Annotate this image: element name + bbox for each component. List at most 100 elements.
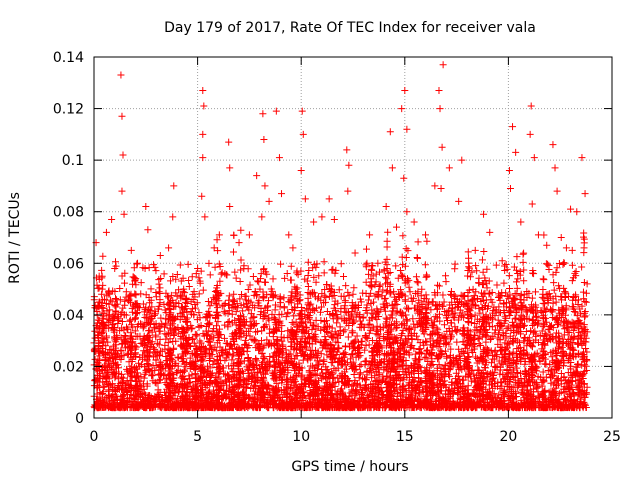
data-point — [216, 277, 224, 285]
data-point — [333, 319, 341, 327]
data-point — [225, 138, 233, 146]
data-point — [211, 288, 219, 296]
data-point — [545, 326, 553, 334]
data-point — [271, 306, 279, 314]
data-point — [214, 360, 222, 368]
data-point — [152, 267, 160, 275]
data-point — [248, 378, 256, 386]
data-point — [476, 309, 484, 317]
data-point — [583, 383, 591, 391]
data-point — [442, 278, 450, 286]
data-point — [184, 260, 192, 268]
data-point — [225, 292, 233, 300]
data-point — [156, 252, 164, 260]
data-point — [500, 300, 508, 308]
data-point — [108, 215, 116, 223]
data-point — [298, 333, 306, 341]
data-point — [458, 156, 466, 164]
data-point — [547, 307, 555, 315]
data-point — [194, 264, 202, 272]
data-point — [174, 353, 182, 361]
data-point — [119, 374, 127, 382]
data-point — [224, 310, 232, 318]
data-point — [345, 161, 353, 169]
data-point — [579, 288, 587, 296]
data-point — [263, 336, 271, 344]
data-point — [259, 110, 267, 118]
data-point — [197, 339, 205, 347]
data-point — [345, 321, 353, 329]
data-point — [197, 267, 205, 275]
data-point — [422, 231, 430, 239]
data-point — [533, 367, 541, 375]
data-point — [503, 325, 511, 333]
data-point — [545, 266, 553, 274]
data-point — [170, 182, 178, 190]
data-point — [532, 313, 540, 321]
data-point — [315, 361, 323, 369]
data-point — [463, 386, 471, 394]
data-point — [118, 373, 126, 381]
data-point — [109, 320, 117, 328]
data-point — [344, 187, 352, 195]
data-point — [160, 270, 168, 278]
data-point — [476, 341, 484, 349]
data-point — [573, 208, 581, 216]
data-point — [281, 387, 289, 395]
data-point — [436, 105, 444, 113]
data-point — [494, 330, 502, 338]
data-point — [498, 257, 506, 265]
data-point — [260, 136, 268, 144]
data-point — [372, 270, 380, 278]
data-point — [298, 326, 306, 334]
data-point — [309, 362, 317, 370]
data-point — [509, 123, 517, 131]
data-point — [545, 290, 553, 298]
data-point — [312, 263, 320, 271]
data-point — [185, 282, 193, 290]
data-point — [530, 320, 538, 328]
data-point — [196, 314, 204, 322]
data-point — [528, 200, 536, 208]
data-point — [209, 360, 217, 368]
data-point — [244, 286, 252, 294]
data-point — [310, 218, 318, 226]
data-point — [263, 270, 271, 278]
data-point — [118, 187, 126, 195]
data-point — [451, 260, 459, 268]
data-point — [434, 281, 442, 289]
data-point — [162, 289, 170, 297]
data-point — [252, 354, 260, 362]
data-point — [336, 323, 344, 331]
data-point — [315, 272, 323, 280]
data-point — [261, 182, 269, 190]
data-point — [344, 288, 352, 296]
data-point — [386, 128, 394, 136]
data-point — [225, 362, 233, 370]
data-point — [150, 261, 158, 269]
data-point — [536, 331, 544, 339]
data-point — [169, 213, 177, 221]
data-point — [330, 304, 338, 312]
data-point — [470, 332, 478, 340]
data-point — [557, 234, 565, 241]
data-point — [258, 327, 266, 335]
data-point — [493, 281, 501, 289]
data-point — [501, 313, 509, 321]
data-point — [486, 228, 494, 236]
data-point — [145, 264, 153, 272]
data-point — [206, 302, 214, 310]
data-point — [245, 231, 253, 239]
data-point — [325, 195, 333, 203]
data-point — [403, 208, 411, 216]
data-point — [492, 261, 500, 269]
data-point — [573, 368, 581, 376]
data-point — [431, 182, 439, 190]
data-point — [344, 333, 352, 341]
data-point — [406, 288, 414, 296]
data-point — [134, 259, 142, 267]
data-point — [272, 107, 280, 115]
data-point — [133, 310, 141, 318]
data-point — [255, 278, 263, 286]
